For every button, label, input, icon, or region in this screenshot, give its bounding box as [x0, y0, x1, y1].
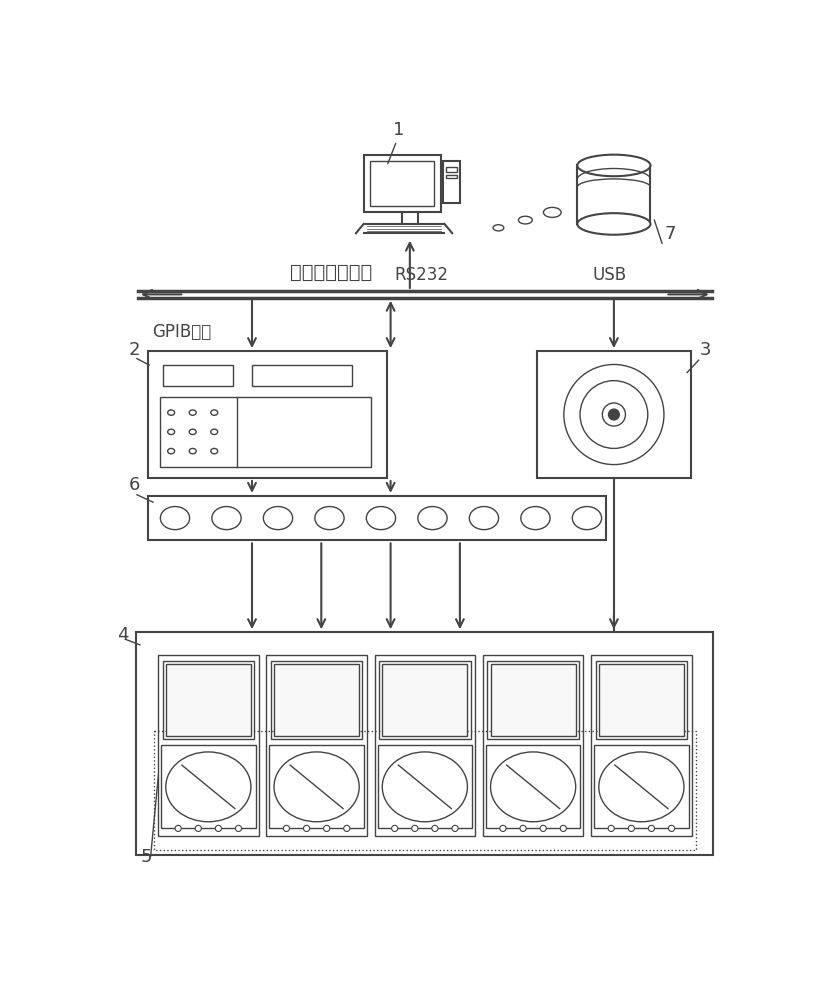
Circle shape [580, 381, 647, 448]
Bar [594, 745, 688, 828]
Bar [160, 397, 371, 466]
Bar [266, 655, 367, 836]
Ellipse shape [490, 752, 575, 822]
Bar [274, 664, 359, 736]
Ellipse shape [189, 410, 196, 415]
Bar [148, 351, 387, 478]
Circle shape [431, 825, 437, 831]
Bar [148, 496, 605, 540]
Circle shape [519, 825, 526, 831]
Bar [166, 664, 251, 736]
Ellipse shape [166, 752, 251, 822]
Bar [442, 161, 460, 203]
Bar [445, 167, 456, 172]
Circle shape [195, 825, 201, 831]
Text: GPIB总线: GPIB总线 [152, 323, 211, 341]
Circle shape [391, 825, 397, 831]
Ellipse shape [212, 507, 241, 530]
Bar [482, 655, 583, 836]
Bar [158, 655, 258, 836]
Ellipse shape [315, 507, 344, 530]
Bar [163, 365, 233, 386]
Bar [490, 664, 575, 736]
Circle shape [647, 825, 654, 831]
Ellipse shape [382, 752, 467, 822]
Ellipse shape [518, 216, 532, 224]
Text: 3: 3 [700, 341, 710, 359]
Text: 2: 2 [128, 341, 140, 359]
Ellipse shape [274, 752, 359, 822]
Ellipse shape [210, 448, 218, 454]
Ellipse shape [210, 410, 218, 415]
Bar [487, 661, 578, 739]
Bar [161, 745, 255, 828]
Ellipse shape [520, 507, 550, 530]
Circle shape [667, 825, 674, 831]
Ellipse shape [469, 507, 498, 530]
Circle shape [563, 364, 663, 465]
Ellipse shape [576, 213, 650, 235]
Circle shape [628, 825, 633, 831]
Circle shape [412, 825, 417, 831]
Circle shape [303, 825, 309, 831]
Ellipse shape [167, 410, 175, 415]
Bar [595, 661, 686, 739]
Bar [252, 365, 352, 386]
Ellipse shape [493, 225, 503, 231]
Bar [445, 175, 456, 178]
Bar [598, 664, 683, 736]
Bar [378, 745, 471, 828]
Circle shape [560, 825, 566, 831]
Text: 5: 5 [140, 848, 152, 866]
Bar [154, 731, 695, 850]
Ellipse shape [189, 429, 196, 435]
Bar [162, 661, 253, 739]
Circle shape [283, 825, 289, 831]
Circle shape [499, 825, 505, 831]
Ellipse shape [167, 448, 175, 454]
Bar [363, 155, 440, 212]
Text: 4: 4 [117, 626, 128, 644]
Text: 7: 7 [663, 225, 675, 243]
Bar [269, 745, 363, 828]
Circle shape [602, 403, 624, 426]
Circle shape [175, 825, 181, 831]
Ellipse shape [366, 507, 395, 530]
Ellipse shape [571, 507, 601, 530]
Bar [590, 655, 691, 836]
Circle shape [540, 825, 546, 831]
Circle shape [323, 825, 330, 831]
Ellipse shape [417, 507, 446, 530]
Circle shape [608, 825, 614, 831]
Circle shape [451, 825, 458, 831]
Circle shape [215, 825, 221, 831]
Text: USB: USB [592, 266, 626, 284]
Ellipse shape [210, 429, 218, 435]
Ellipse shape [598, 752, 683, 822]
Ellipse shape [189, 448, 196, 454]
Ellipse shape [167, 429, 175, 435]
Bar [382, 664, 467, 736]
Bar [271, 661, 362, 739]
Text: RS232: RS232 [394, 266, 448, 284]
Ellipse shape [543, 207, 561, 217]
Ellipse shape [576, 155, 650, 176]
Text: 1: 1 [392, 121, 403, 139]
Bar [378, 661, 470, 739]
Ellipse shape [160, 507, 190, 530]
Text: 控制和数据总线: 控制和数据总线 [290, 263, 373, 282]
Circle shape [235, 825, 241, 831]
Bar [137, 632, 712, 855]
Bar [369, 161, 434, 206]
Bar [537, 351, 690, 478]
Bar [485, 745, 580, 828]
Text: 6: 6 [128, 476, 140, 494]
Circle shape [608, 409, 619, 420]
Bar [374, 655, 474, 836]
Ellipse shape [263, 507, 292, 530]
Circle shape [344, 825, 349, 831]
